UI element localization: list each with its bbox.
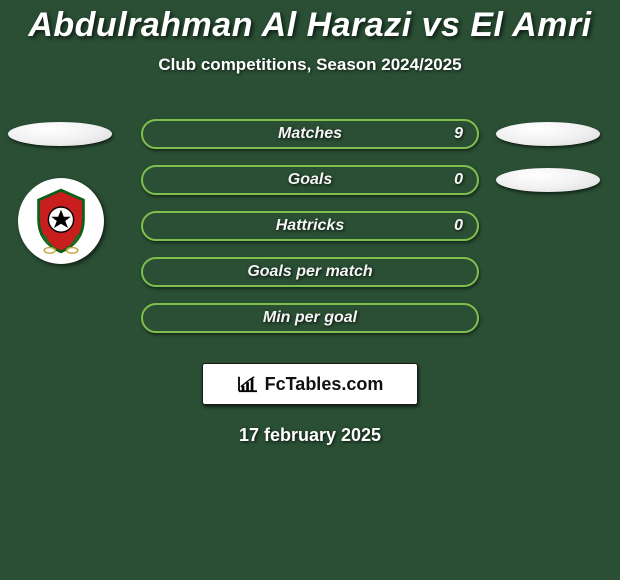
stat-label: Goals [288, 171, 332, 189]
stat-value: 0 [454, 217, 463, 235]
left-shape-matches [8, 122, 112, 146]
stat-label: Hattricks [276, 217, 344, 235]
right-shape-matches [496, 122, 600, 146]
brand-box: FcTables.com [202, 363, 418, 405]
bar-chart-icon [237, 375, 259, 393]
stat-row-matches: Matches 9 [0, 111, 620, 157]
right-shape-goals [496, 168, 600, 192]
stat-pill-min-per-goal: Min per goal [141, 303, 479, 333]
date-text: 17 february 2025 [0, 425, 620, 446]
stat-label: Goals per match [247, 263, 372, 281]
stat-row-min-per-goal: Min per goal [0, 295, 620, 341]
comparison-card: Abdulrahman Al Harazi vs El Amri Club co… [0, 0, 620, 580]
stat-value: 9 [454, 125, 463, 143]
stat-label: Min per goal [263, 309, 357, 327]
page-title: Abdulrahman Al Harazi vs El Amri [0, 6, 620, 45]
brand-text: FcTables.com [265, 374, 384, 395]
stat-pill-goals: Goals 0 [141, 165, 479, 195]
stat-label: Matches [278, 125, 342, 143]
stat-value: 0 [454, 171, 463, 189]
stat-pill-goals-per-match: Goals per match [141, 257, 479, 287]
club-badge [18, 178, 104, 264]
page-subtitle: Club competitions, Season 2024/2025 [0, 55, 620, 75]
club-badge-icon [26, 186, 96, 256]
stat-pill-hattricks: Hattricks 0 [141, 211, 479, 241]
stat-pill-matches: Matches 9 [141, 119, 479, 149]
